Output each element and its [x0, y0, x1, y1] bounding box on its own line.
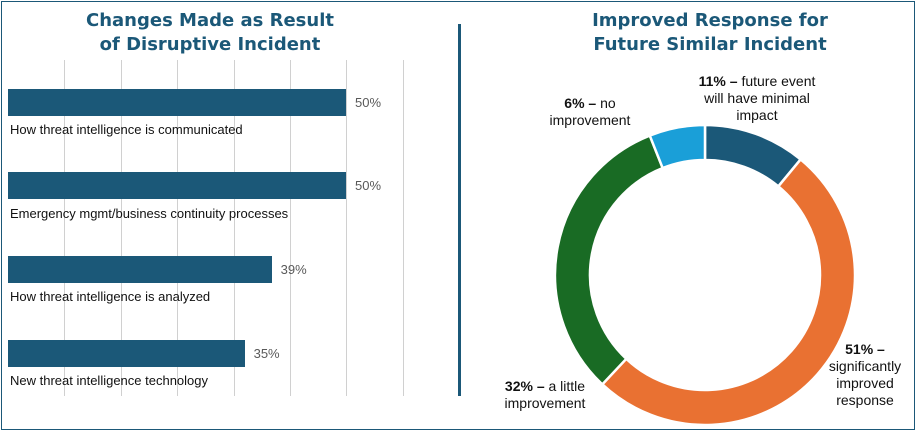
slice-label-significantly-improved: 51% – significantly improved response: [815, 341, 915, 409]
gridline: [234, 60, 235, 396]
donut-slice: [553, 133, 665, 387]
gridline: [121, 60, 122, 396]
slice-pct: 32% –: [504, 378, 545, 394]
bar-value-label: 50%: [355, 178, 382, 193]
slice-label-future-event: 11% – future event will have minimal imp…: [672, 73, 842, 124]
slice-pct: 11% –: [698, 73, 738, 89]
slice-pct: 6% –: [564, 95, 597, 111]
divider: [458, 24, 461, 396]
bar: [8, 89, 346, 116]
bar: [8, 256, 272, 283]
slice-desc: response: [836, 392, 894, 408]
gridline: [64, 60, 65, 396]
gridline: [177, 60, 178, 396]
bar: [8, 172, 346, 199]
bar-chart-title-line1: Changes Made as Result: [86, 10, 334, 31]
bar-category-label: New threat intelligence technology: [10, 373, 209, 388]
donut-chart-title-line2: Future Similar Incident: [593, 34, 827, 55]
bar-value-label: 50%: [355, 95, 382, 110]
bar-chart-title-line2: of Disruptive Incident: [99, 34, 321, 55]
slice-label-a-little: 32% – a little improvement: [485, 378, 605, 412]
bar: [8, 340, 245, 367]
bar-category-label: Emergency mgmt/business continuity proce…: [10, 206, 289, 221]
slice-desc: improvement: [504, 395, 586, 411]
slice-desc: no: [600, 95, 616, 111]
slice-pct: 51% –: [845, 341, 885, 357]
slice-desc: impact: [736, 107, 778, 123]
gridline: [290, 60, 291, 396]
slice-desc: future event: [741, 73, 816, 89]
slice-label-no-improvement: 6% – no improvement: [530, 95, 650, 129]
donut-chart-title: Improved Response for Future Similar Inc…: [540, 9, 880, 57]
bar-chart-title: Changes Made as Result of Disruptive Inc…: [40, 9, 380, 57]
bar-category-label: How threat intelligence is communicated: [10, 122, 243, 137]
slice-desc: significantly: [828, 358, 902, 374]
donut-slice: [648, 123, 707, 170]
slice-desc: improvement: [549, 112, 631, 128]
bar-value-label: 35%: [253, 346, 280, 361]
slice-desc: a little: [548, 378, 586, 394]
slice-desc: will have minimal: [704, 90, 810, 106]
gridline: [403, 60, 404, 396]
gridline: [346, 60, 347, 396]
donut-slice: [600, 157, 857, 427]
donut-chart-title-line1: Improved Response for: [592, 10, 828, 31]
slice-desc: improved: [836, 375, 894, 391]
bar-category-label: How threat intelligence is analyzed: [10, 289, 211, 304]
bar-value-label: 39%: [280, 262, 307, 277]
